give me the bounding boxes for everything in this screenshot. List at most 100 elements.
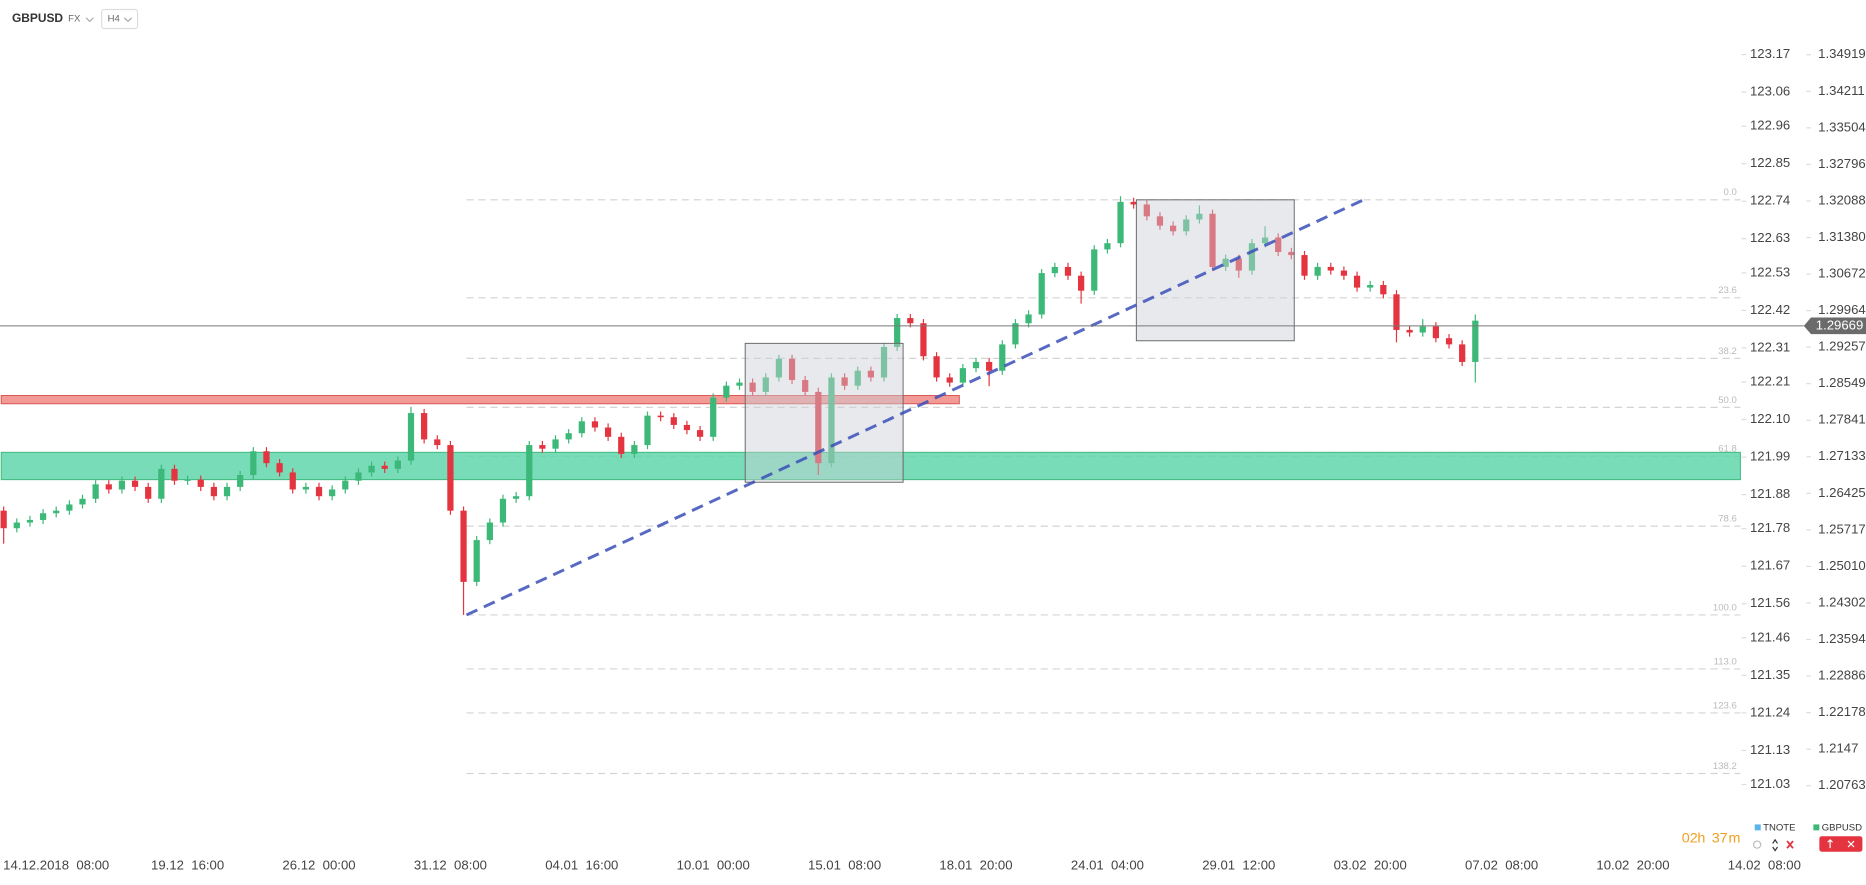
- candle-body: [1143, 204, 1150, 217]
- current-price-label: 1.29669: [1816, 317, 1864, 332]
- y-tick-label: 1.32796: [1818, 156, 1866, 171]
- action-button[interactable]: [1819, 836, 1863, 852]
- action-icons: [1827, 839, 1855, 849]
- candle-body: [578, 421, 585, 434]
- market[interactable]: FX: [68, 14, 81, 25]
- legend-swatch: [1813, 824, 1820, 831]
- candle-body: [1064, 266, 1072, 276]
- candle-body: [867, 370, 874, 378]
- x-tick-label: 04.01 16:00: [545, 857, 618, 872]
- dropdown-arrow: [85, 17, 94, 23]
- x-tick-label: 03.02 20:00: [1334, 857, 1407, 872]
- candle-body: [513, 496, 520, 499]
- candle-body: [499, 498, 507, 523]
- candle-body: [1393, 294, 1400, 330]
- fib-label: 100.0: [1713, 602, 1737, 613]
- candle-body: [618, 436, 625, 454]
- candle-body: [1301, 255, 1308, 276]
- y2-tick-label: 122.21: [1750, 374, 1790, 389]
- candle-body: [486, 522, 493, 541]
- fib-label: 123.6: [1713, 700, 1737, 711]
- candle-body: [762, 377, 769, 392]
- candle-body: [788, 358, 796, 381]
- y-tick-label: 1.22178: [1818, 704, 1866, 719]
- fib-label: 78.6: [1718, 514, 1737, 525]
- candle-body: [1117, 201, 1124, 244]
- candle-body: [736, 382, 743, 386]
- x-tick-label: 14.02 08:00: [1728, 857, 1801, 872]
- candle-body: [710, 397, 717, 437]
- candle-body: [1367, 285, 1374, 288]
- timeframe-box[interactable]: [101, 8, 139, 30]
- y2-tick-label: 121.24: [1750, 704, 1790, 719]
- y-tick-label: 1.27133: [1818, 448, 1866, 463]
- candle-body: [1078, 275, 1085, 291]
- y2-tick-label: 121.46: [1750, 629, 1790, 644]
- candle-body: [946, 377, 953, 383]
- candle-body: [1445, 338, 1453, 345]
- fib-label: 61.8: [1718, 444, 1737, 455]
- y-tick-label: 1.29257: [1818, 339, 1866, 354]
- candle-body: [342, 480, 349, 490]
- y-tick-label: 1.33504: [1818, 119, 1866, 134]
- candle-body: [1406, 329, 1413, 333]
- fib-label: 138.2: [1713, 761, 1737, 772]
- candle-body: [552, 439, 559, 449]
- candle-body: [39, 513, 47, 520]
- candle-body: [880, 346, 888, 378]
- legend-label[interactable]: TNOTE: [1763, 823, 1795, 834]
- y-tick-label: 1.22886: [1818, 668, 1866, 683]
- eye-icon[interactable]: [1752, 840, 1762, 849]
- candle-body: [526, 445, 533, 497]
- y2-tick-label: 122.74: [1750, 193, 1790, 208]
- candle-body: [539, 445, 546, 449]
- candle-body: [105, 484, 112, 490]
- candle-body: [1288, 251, 1295, 256]
- candle-body: [631, 445, 638, 454]
- countdown-hours: 02: [1682, 830, 1698, 846]
- zone: [0, 451, 1741, 481]
- candle-body: [145, 486, 152, 499]
- candle-body: [828, 377, 835, 464]
- candle-body: [66, 504, 73, 511]
- timeframe[interactable]: H4: [108, 14, 121, 25]
- candle-body: [854, 370, 861, 386]
- y-tick-label: 1.28549: [1818, 375, 1866, 390]
- trendline: [465, 198, 1365, 617]
- y-tick-label: 1.25717: [1818, 521, 1866, 536]
- y2-tick-label: 121.99: [1750, 449, 1790, 464]
- candle-body: [959, 368, 966, 383]
- candle-body: [223, 486, 231, 497]
- countdown-minutes: 37: [1712, 830, 1728, 846]
- move-icon[interactable]: [1772, 838, 1778, 852]
- y2-tick-label: 121.88: [1750, 486, 1790, 501]
- y2-tick-label: 122.63: [1750, 230, 1790, 245]
- candle-body: [421, 413, 428, 440]
- candle-body: [1314, 266, 1321, 276]
- x-tick-label: 07.02 08:00: [1465, 857, 1538, 872]
- y2-tick-label: 121.78: [1750, 520, 1790, 535]
- candle-body: [276, 463, 283, 473]
- candle-body: [920, 323, 927, 357]
- candle-body: [1353, 275, 1361, 288]
- x-tick-label: 15.01 08:00: [808, 857, 881, 872]
- candle-body: [184, 479, 191, 481]
- candle-body: [604, 427, 612, 437]
- bottom-right-panel: 02 h 37 m TNOTE GBPUSD: [1682, 823, 1863, 852]
- candle-body: [1432, 326, 1440, 339]
- y2-tick-label: 121.35: [1750, 667, 1790, 682]
- fib-label: 113.0: [1714, 656, 1737, 667]
- candle-body: [131, 480, 139, 487]
- fib-label: 0.0: [1724, 187, 1737, 198]
- candle-body: [749, 382, 756, 392]
- y2-tick-label: 121.67: [1750, 558, 1790, 573]
- candle-body: [657, 415, 664, 418]
- close-icon[interactable]: [1786, 840, 1794, 849]
- x-tick-label: 26.12 00:00: [282, 857, 355, 872]
- y2-tick-label: 122.96: [1750, 118, 1790, 133]
- candle-body: [1459, 344, 1466, 362]
- legend-label[interactable]: GBPUSD: [1822, 823, 1862, 834]
- y2-tick-label: 123.17: [1750, 46, 1790, 61]
- zone: [0, 395, 960, 405]
